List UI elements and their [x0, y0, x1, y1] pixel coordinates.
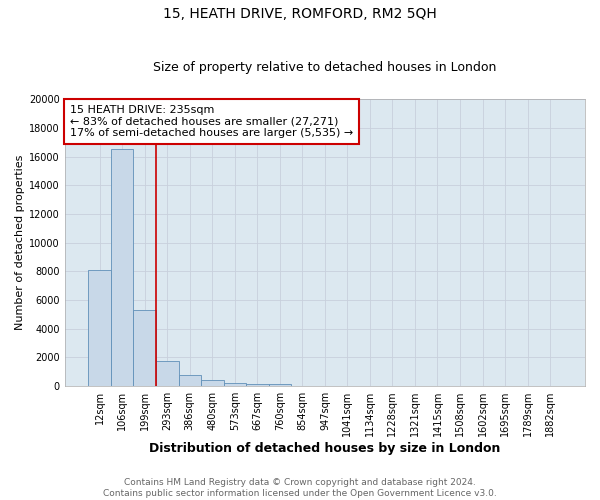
Bar: [179, 374, 201, 386]
X-axis label: Distribution of detached houses by size in London: Distribution of detached houses by size …: [149, 442, 500, 455]
Bar: [111, 150, 133, 386]
Text: Contains HM Land Registry data © Crown copyright and database right 2024.
Contai: Contains HM Land Registry data © Crown c…: [103, 478, 497, 498]
Bar: [133, 310, 156, 386]
Bar: [156, 361, 179, 386]
Bar: [246, 384, 269, 386]
Bar: [224, 383, 246, 386]
Text: 15 HEATH DRIVE: 235sqm
← 83% of detached houses are smaller (27,271)
17% of semi: 15 HEATH DRIVE: 235sqm ← 83% of detached…: [70, 105, 353, 138]
Text: 15, HEATH DRIVE, ROMFORD, RM2 5QH: 15, HEATH DRIVE, ROMFORD, RM2 5QH: [163, 8, 437, 22]
Title: Size of property relative to detached houses in London: Size of property relative to detached ho…: [153, 62, 497, 74]
Bar: [201, 380, 224, 386]
Bar: [269, 384, 291, 386]
Y-axis label: Number of detached properties: Number of detached properties: [15, 155, 25, 330]
Bar: [88, 270, 111, 386]
